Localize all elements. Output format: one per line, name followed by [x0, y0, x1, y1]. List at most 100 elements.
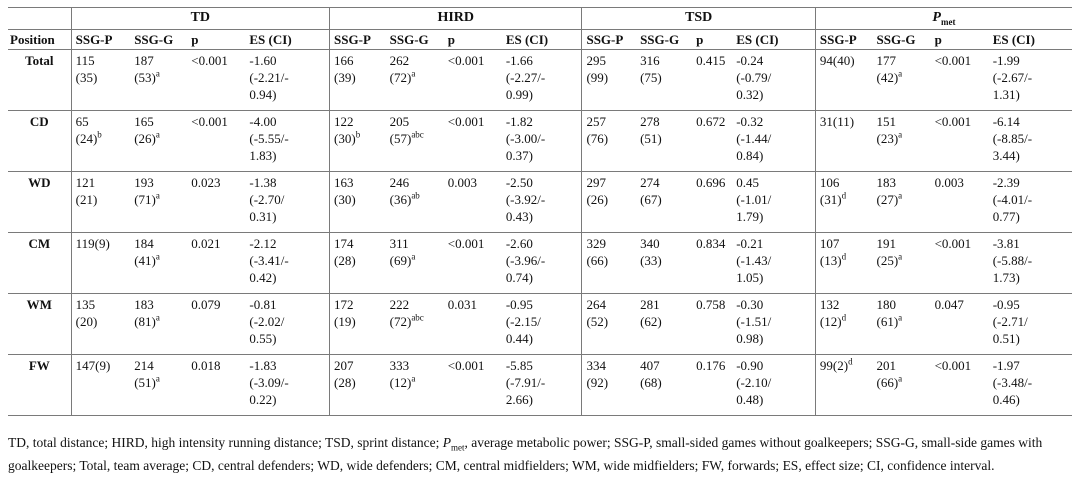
table-cell: -5.85 (-7.91/- 2.66) [501, 354, 582, 416]
column-header: SSG-G [385, 29, 444, 50]
cell-value: 184 [134, 236, 154, 251]
table-cell: 122 (30)b [329, 110, 386, 172]
cell-sd: (61) [876, 314, 899, 329]
cell-ci-upper: 3.44) [992, 148, 1020, 163]
table-footnote: TD, total distance; HIRD, high intensity… [8, 435, 1043, 473]
table-cell: 99(2)d [814, 354, 873, 416]
cell-ci-upper: 0.48) [736, 392, 764, 407]
column-header: ES (CI) [732, 29, 816, 50]
table-cell: 191 (25)a [872, 232, 931, 294]
cell-value: 121 [75, 175, 96, 190]
position-cell: CM [8, 232, 72, 294]
table-row: FW 147(9) 214 (51)a 0.018 -1.83 (-3.09/- 0.22) 2… [8, 354, 1072, 416]
cell-sd: (62) [640, 314, 662, 329]
table-cell: 0.176 [692, 354, 733, 416]
cell-value: -5.85 [505, 358, 533, 373]
table-cell: -0.24 (-0.79/0.32) [732, 49, 816, 111]
table-cell: 0.018 [187, 354, 246, 416]
table-cell: 407 (68) [636, 354, 693, 416]
cell-superscript: ab [411, 190, 420, 201]
column-header: SSG-P [70, 29, 131, 50]
cell-sd: (-3.92/- [505, 192, 546, 207]
cell-ci-upper: 1.73) [992, 270, 1020, 285]
column-header: ES (CI) [245, 29, 330, 50]
cell-value: 165 [134, 114, 154, 129]
group-header-tsd: TSD [581, 7, 816, 30]
cell-value: 0.672 [696, 114, 726, 129]
table-cell: 333 (12)a [385, 354, 444, 416]
table-row: CM 119(9) 184 (41)a 0.021 -2.12 (-3.41/- 0.42) 1… [8, 232, 1072, 294]
cell-value: 329 [586, 236, 606, 251]
table-cell: 166 (39) [329, 49, 386, 111]
cell-sd: (-3.48/- [992, 375, 1033, 390]
cell-ci-upper: 0.74) [505, 270, 533, 285]
cell-sd: (24) [75, 131, 98, 146]
table-cell: 334 (92) [581, 354, 637, 416]
cell-ci-upper: 0.44) [505, 331, 533, 346]
cell-ci-upper: 1.79) [736, 209, 764, 224]
column-header: SSG-P [329, 29, 386, 50]
cell-value: 340 [640, 236, 660, 251]
cell-sd: (-1.51/ [736, 314, 772, 329]
cell-value: -2.60 [505, 236, 533, 251]
cell-value: 174 [334, 236, 354, 251]
cell-ci-upper: 0.37) [505, 148, 533, 163]
cell-superscript: a [898, 251, 903, 262]
cell-value: 333 [389, 358, 410, 373]
cell-superscript: a [411, 251, 416, 262]
cell-superscript: a [898, 373, 903, 384]
cell-ci-upper: 0.22) [249, 392, 277, 407]
cell-sd: (75) [640, 70, 662, 85]
cell-sd: (12) [819, 314, 842, 329]
table-cell: 222 (72)abc [385, 293, 444, 355]
cell-sd: (-8.85/- [992, 131, 1033, 146]
table-cell: 0.696 [692, 171, 733, 233]
cell-superscript: d [841, 251, 847, 262]
cell-sd: (-5.88/- [992, 253, 1033, 268]
column-header: SSG-G [636, 29, 693, 50]
table-cell: -2.39 (-4.01/- 0.77) [988, 171, 1072, 233]
column-header: p [692, 29, 733, 50]
table-cell: <0.001 [930, 232, 989, 294]
table-cell: 119(9) [70, 232, 131, 294]
column-header-row: Position SSG-P SSG-G p ES (CI) SSG-P SSG-G p ES … [8, 29, 1072, 50]
cell-sd: (51) [134, 375, 156, 390]
position-cell: WD [8, 171, 72, 233]
cell-sd: (-1.43/ [736, 253, 772, 268]
column-header: p [187, 29, 246, 50]
cell-value: 107 [819, 236, 840, 251]
cell-superscript: a [411, 373, 416, 384]
table-cell: -1.82 (-3.00/- 0.37) [501, 110, 582, 172]
cell-sd: (-1.44/ [736, 131, 772, 146]
cell-value: <0.001 [934, 236, 972, 251]
table-cell: 94(40) [814, 49, 873, 111]
cell-sd: (33) [640, 253, 662, 268]
cell-value: 205 [389, 114, 410, 129]
cell-ci-upper: 0.46) [992, 392, 1020, 407]
cell-value: <0.001 [447, 114, 485, 129]
cell-sd: (26) [134, 131, 156, 146]
cell-sd: (-4.01/- [992, 192, 1033, 207]
cell-sd: (-1.01/ [736, 192, 772, 207]
table-body: Total 115 (35) 187 (53)a <0.001 -1.60 (-2.21/- 0… [8, 49, 1072, 416]
cell-sd: (51) [640, 131, 662, 146]
cell-sd: (13) [819, 253, 842, 268]
table-cell: -1.38 (-2.70/0.31) [245, 171, 330, 233]
table-cell: -0.21 (-1.43/1.05) [732, 232, 816, 294]
table-cell: 132 (12)d [814, 293, 873, 355]
cell-value: -0.95 [505, 297, 533, 312]
table-cell: -4.00 (-5.55/- 1.83) [245, 110, 330, 172]
cell-superscript: b [355, 129, 361, 140]
column-header: ES (CI) [988, 29, 1072, 50]
table-cell: 246 (36)ab [385, 171, 444, 233]
cell-value: 0.003 [447, 175, 477, 190]
cell-ci-upper: 0.94) [249, 87, 277, 102]
cell-value: -0.81 [249, 297, 277, 312]
cell-value: 222 [389, 297, 410, 312]
cell-sd: (-2.71/ [992, 314, 1028, 329]
column-header: p [930, 29, 989, 50]
cell-value: -6.14 [992, 114, 1020, 129]
cell-value: 132 [819, 297, 840, 312]
cell-value: 193 [134, 175, 154, 190]
table-cell: 281 (62) [636, 293, 693, 355]
